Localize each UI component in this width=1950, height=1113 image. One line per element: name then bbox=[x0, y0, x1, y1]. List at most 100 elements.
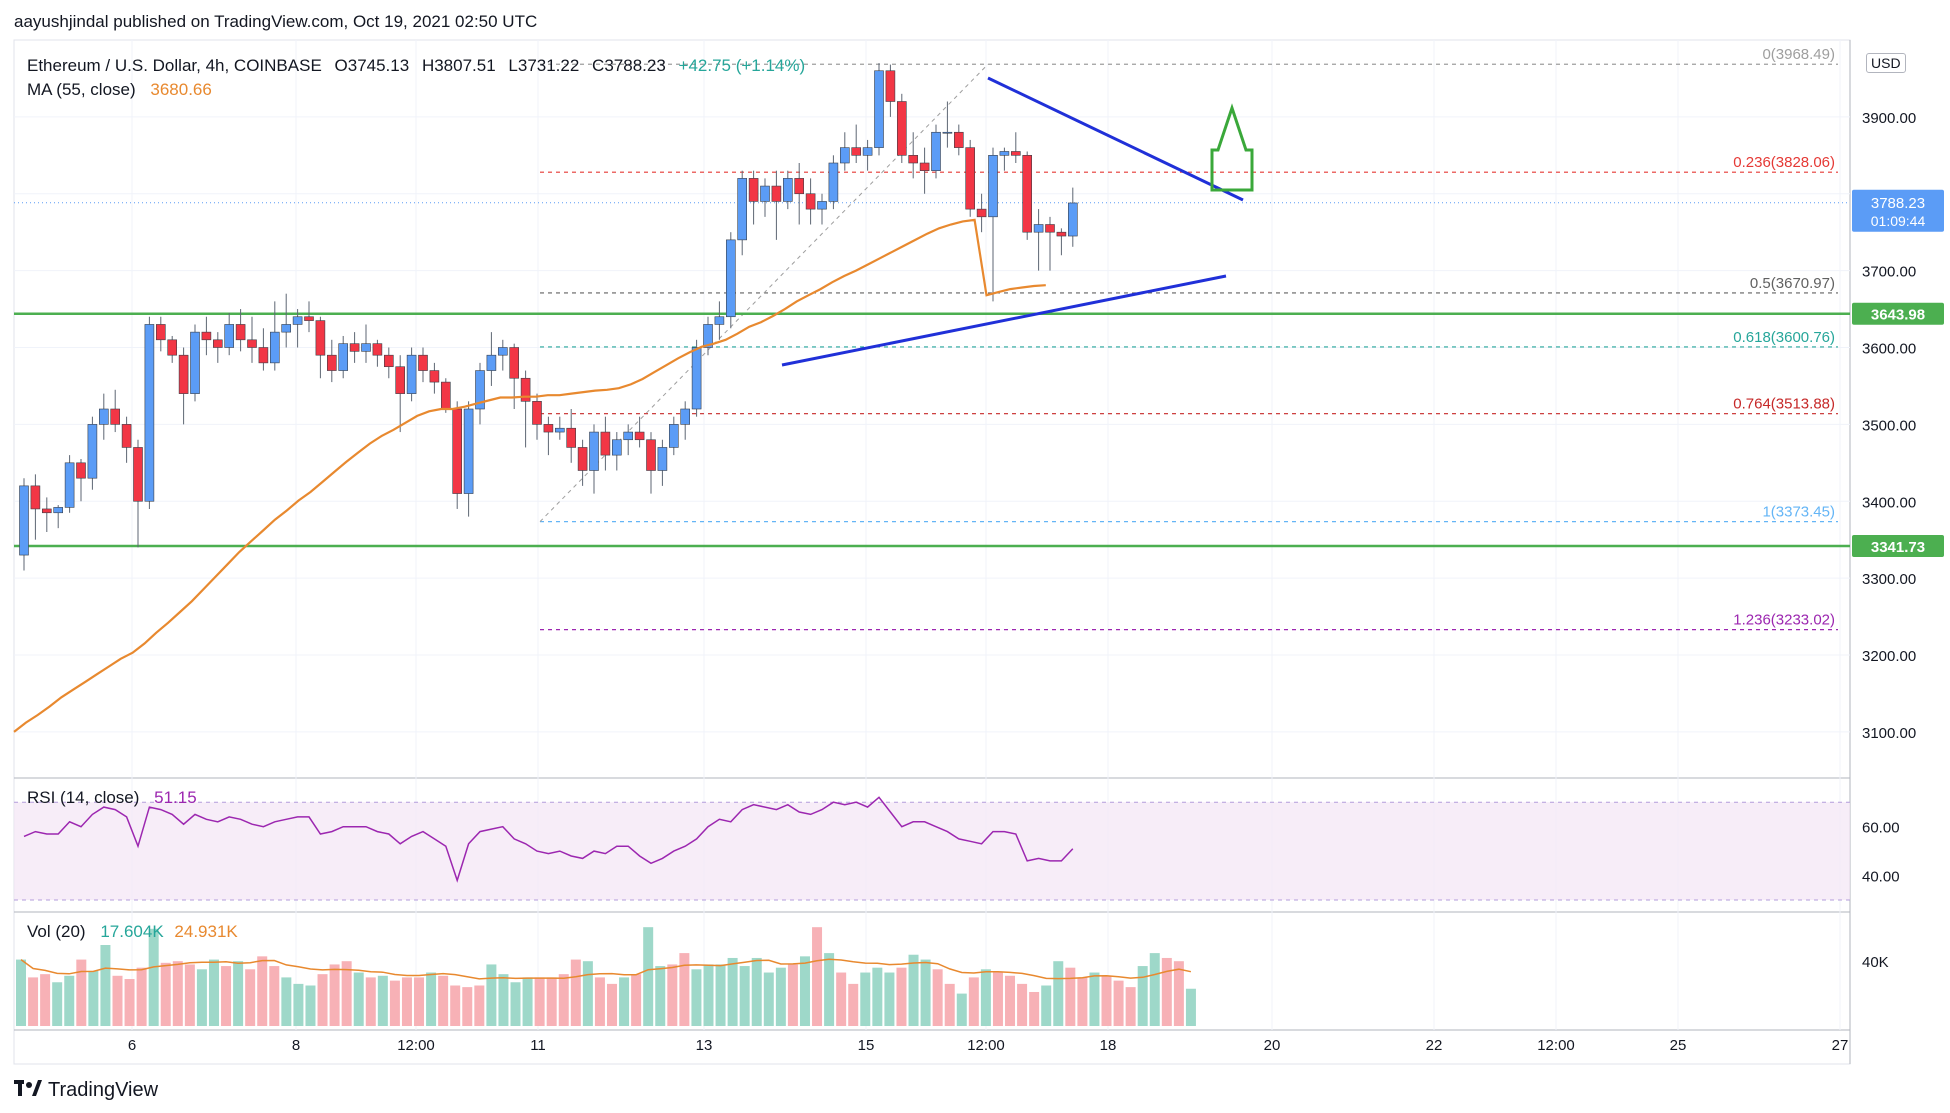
ma-legend[interactable]: MA (55, close) 3680.66 bbox=[27, 80, 212, 100]
candle-down bbox=[566, 427, 577, 448]
candle-up bbox=[668, 424, 679, 448]
candle-down bbox=[315, 320, 326, 356]
volume-bar bbox=[450, 985, 461, 1026]
candle-up bbox=[190, 331, 200, 394]
candle-up bbox=[554, 427, 565, 433]
candle-down bbox=[304, 316, 314, 321]
candle-down bbox=[885, 70, 896, 102]
candle-up bbox=[361, 343, 371, 352]
candle-down bbox=[156, 324, 166, 341]
candle-up bbox=[87, 424, 98, 479]
candle-down bbox=[543, 424, 554, 433]
candle-down bbox=[1022, 155, 1033, 233]
trendline-drawings[interactable] bbox=[781, 76, 1254, 367]
time-tick-label: 12:00 bbox=[1537, 1037, 1575, 1054]
candle-down bbox=[349, 343, 360, 352]
volume-bar bbox=[124, 979, 135, 1026]
time-tick-label: 12:00 bbox=[967, 1037, 1005, 1054]
time-axis[interactable]: 6 8 12:00 11 13 15 12:00 18 20 22 12:00 25 27 bbox=[128, 1037, 1849, 1054]
lower-trendline bbox=[781, 274, 1227, 367]
candle-down bbox=[395, 366, 406, 394]
brand-name: TradingView bbox=[48, 1079, 159, 1101]
volume-bar bbox=[787, 964, 798, 1026]
volume-bar bbox=[52, 982, 63, 1026]
candle-down bbox=[577, 447, 588, 471]
support-price-badge bbox=[1852, 302, 1944, 325]
volume-bar bbox=[498, 974, 509, 1026]
candle-down bbox=[896, 101, 907, 156]
support-price-label: 3643.98 bbox=[1871, 307, 1925, 324]
currency-badge[interactable]: USD bbox=[1866, 53, 1906, 73]
candle-down bbox=[520, 377, 531, 402]
candle-up bbox=[463, 408, 474, 494]
price-tick-label: 3100.00 bbox=[1862, 725, 1916, 742]
candle-up bbox=[737, 178, 748, 241]
candle-up bbox=[497, 347, 508, 356]
candle-up bbox=[817, 201, 827, 210]
volume-bar bbox=[1137, 966, 1148, 1026]
fibonacci-retracement[interactable]: 0(3968.49) 0.236(3828.06) 0.5(3670.97) 0.61… bbox=[14, 46, 1850, 631]
volume-legend[interactable]: Vol (20) 17.604K 24.931K bbox=[27, 922, 238, 942]
candle-down bbox=[383, 354, 394, 368]
support-lines[interactable] bbox=[14, 312, 1850, 548]
time-tick-label: 22 bbox=[1426, 1037, 1443, 1054]
volume-bar bbox=[956, 993, 967, 1026]
volume-bar bbox=[233, 961, 244, 1026]
volume-bar bbox=[401, 977, 412, 1026]
candle-up bbox=[281, 324, 292, 333]
volume-bar bbox=[546, 977, 557, 1026]
volume-bar bbox=[992, 972, 1003, 1026]
rsi-legend[interactable]: RSI (14, close) 51.15 bbox=[27, 788, 197, 808]
volume-label: Vol (20) bbox=[27, 922, 86, 941]
volume-bar bbox=[775, 967, 786, 1026]
volume-bar bbox=[1005, 975, 1016, 1026]
fib-level-label: 0.5(3670.97) bbox=[1750, 275, 1835, 292]
volume-bar bbox=[534, 977, 545, 1026]
volume-bar bbox=[438, 975, 449, 1026]
volume-bar bbox=[848, 983, 859, 1026]
volume-bar bbox=[896, 967, 907, 1026]
volume-ma-value: 24.931K bbox=[174, 922, 238, 941]
volume-bar bbox=[474, 985, 485, 1026]
volume-bar bbox=[799, 956, 810, 1026]
volume-bar bbox=[317, 974, 328, 1026]
volume-bar bbox=[329, 964, 340, 1026]
rsi-line bbox=[23, 796, 1074, 883]
volume-bar bbox=[76, 959, 87, 1026]
volume-bar bbox=[655, 966, 666, 1026]
volume-bar bbox=[619, 977, 630, 1026]
volume-bar bbox=[812, 927, 823, 1026]
volume-value: 17.604K bbox=[100, 922, 164, 941]
rsi-band bbox=[14, 802, 1850, 900]
candle-down bbox=[919, 162, 930, 171]
candle-down bbox=[953, 131, 964, 148]
volume-bar bbox=[414, 977, 425, 1026]
candle-up bbox=[224, 324, 234, 348]
price-tick-label: 3200.00 bbox=[1862, 648, 1916, 665]
candle-up bbox=[99, 408, 109, 425]
volume-tick-label: 40K bbox=[1862, 954, 1889, 971]
open-value: O3745.13 bbox=[334, 56, 410, 75]
volume-bar bbox=[208, 959, 219, 1026]
countdown-label: 01:09:44 bbox=[1871, 213, 1926, 229]
change-value: +42.75 (+1.14%) bbox=[678, 56, 806, 75]
candle-down bbox=[41, 508, 52, 514]
time-tick-label: 11 bbox=[530, 1037, 546, 1054]
candle-down bbox=[976, 208, 987, 218]
brand[interactable]: TradingView bbox=[14, 1079, 158, 1102]
volume-bar bbox=[944, 983, 955, 1026]
close-value: C3788.23 bbox=[592, 56, 666, 75]
candle-down bbox=[213, 339, 223, 348]
volume-bar bbox=[582, 961, 593, 1026]
candle-down bbox=[794, 178, 805, 195]
time-tick-label: 13 bbox=[696, 1037, 713, 1054]
candle-down bbox=[965, 147, 976, 210]
ma-55-line bbox=[13, 218, 1046, 733]
volume-bar bbox=[269, 966, 280, 1026]
symbol-legend[interactable]: Ethereum / U.S. Dollar, 4h, COINBASE O37… bbox=[27, 56, 805, 76]
candle-down bbox=[201, 331, 212, 341]
time-tick-label: 27 bbox=[1832, 1037, 1849, 1054]
candle-up bbox=[703, 324, 713, 348]
candle-up bbox=[1033, 224, 1044, 233]
